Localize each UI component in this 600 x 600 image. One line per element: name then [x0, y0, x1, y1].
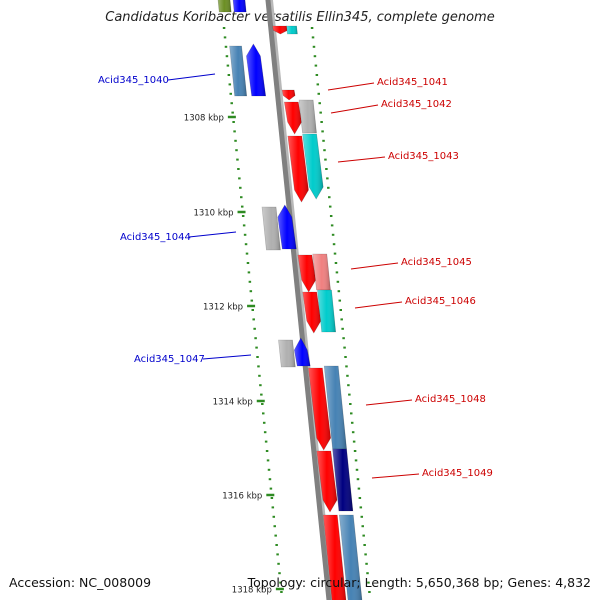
- gene-label: Acid345_1049: [422, 468, 493, 479]
- gene-shade: [262, 207, 281, 250]
- gene-shade: [246, 44, 266, 96]
- gene-shade: [312, 254, 331, 290]
- gene-shade: [308, 368, 331, 450]
- leader-line: [327, 82, 375, 91]
- gene-label: Acid345_1043: [388, 151, 459, 162]
- gene-shade: [287, 136, 309, 202]
- gene-shade: [284, 102, 302, 134]
- leader-line: [350, 262, 399, 270]
- gene-shade: [232, 0, 247, 12]
- backbone-line: [265, 0, 332, 600]
- gene-label: Acid345_1046: [405, 296, 476, 307]
- leader-line: [188, 231, 237, 238]
- gene-shade: [317, 290, 336, 332]
- gene-shade: [299, 100, 317, 133]
- gene-shade: [278, 340, 296, 367]
- leader-line: [330, 104, 379, 114]
- scale-label: 1318 kbp: [232, 586, 272, 596]
- tick-dots: [222, 27, 371, 593]
- scale-label: 1308 kbp: [184, 114, 224, 124]
- gene-shade: [217, 0, 232, 12]
- leader-line: [354, 301, 403, 309]
- gene-label: Acid345_1041: [377, 77, 448, 88]
- map-title: Candidatus Koribacter versatilis Ellin34…: [105, 10, 495, 25]
- leader-line: [167, 73, 216, 81]
- leader-line: [202, 354, 252, 360]
- leader-line: [365, 399, 413, 406]
- gene-label: Acid345_1044: [120, 232, 191, 243]
- scale-label: 1310 kbp: [193, 209, 233, 219]
- gene-shade: [323, 515, 346, 600]
- gene-shade: [272, 26, 288, 34]
- gene-label: Acid345_1040: [98, 75, 169, 86]
- gene-label: Acid345_1042: [381, 99, 452, 110]
- topology-text: Topology: circular; Length: 5,650,368 bp…: [247, 575, 591, 590]
- gene-shade: [339, 515, 362, 600]
- gene-shade: [324, 366, 347, 449]
- scale-label: 1312 kbp: [203, 303, 243, 313]
- gene-shade: [286, 26, 298, 34]
- gene-label: Acid345_1045: [401, 257, 472, 268]
- gene-shade: [297, 255, 316, 292]
- gene-label: Acid345_1048: [415, 394, 486, 405]
- gene-shade: [282, 90, 296, 100]
- gene-shade: [277, 205, 297, 249]
- labels: 1308 kbp 1310 kbp 1312 kbp 1314 kbp 1316 kbp…: [98, 73, 493, 596]
- gene-shade: [316, 451, 337, 512]
- gene-shade: [302, 292, 321, 333]
- gene-shade: [294, 338, 311, 366]
- gene-label: Acid345_1047: [134, 354, 205, 365]
- leader-line: [337, 156, 386, 163]
- scale-label: 1314 kbp: [213, 398, 253, 408]
- gene-shade: [332, 449, 353, 511]
- scale-label: 1316 kbp: [222, 492, 262, 502]
- gene-features: [217, 0, 363, 600]
- gene-shade: [302, 134, 324, 199]
- leader-line: [371, 473, 420, 479]
- backbone: [265, 0, 335, 600]
- gene-shade: [229, 46, 247, 96]
- accession-text: Accession: NC_008009: [9, 575, 152, 590]
